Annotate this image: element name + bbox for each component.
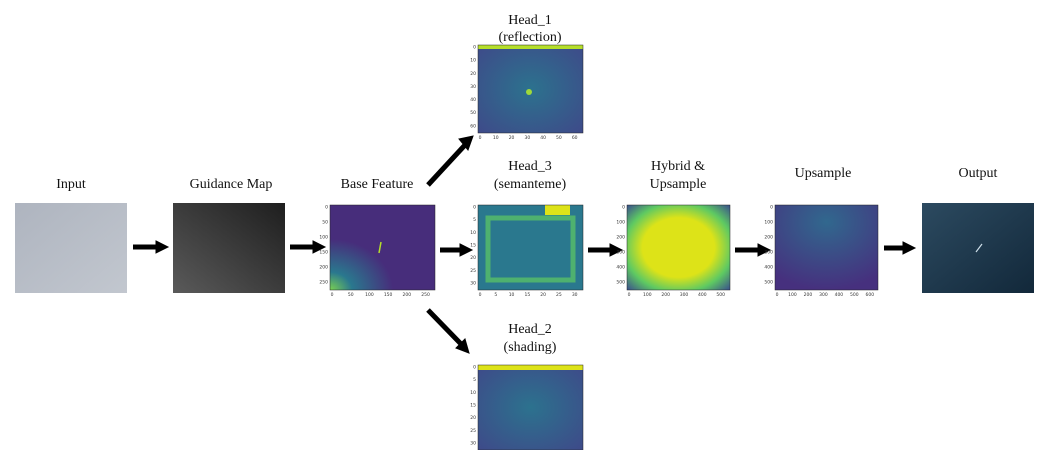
base-label: Base Feature [341,177,414,192]
head2-edge [478,365,583,370]
x-tick-label: 150 [384,292,393,298]
y-tick-label: 50 [470,110,476,116]
y-tick-label: 20 [470,71,476,77]
y-tick-label: 300 [616,250,625,256]
x-tick-label: 0 [628,292,631,298]
y-tick-label: 5 [473,377,476,383]
x-tick-label: 25 [556,292,562,298]
y-tick-label: 100 [764,220,773,226]
y-tick-label: 20 [470,255,476,261]
x-tick-label: 500 [716,292,725,298]
input-image [15,203,127,293]
y-tick-label: 400 [616,265,625,271]
x-tick-label: 600 [866,292,875,298]
y-tick-label: 15 [470,242,476,248]
x-tick-label: 50 [556,135,562,141]
y-tick-label: 60 [470,123,476,129]
head3-subtitle: (semanteme) [494,177,567,192]
head2-plot [478,365,583,450]
head3-hot [545,205,570,215]
x-tick-label: 50 [348,292,354,298]
y-tick-label: 15 [470,402,476,408]
output-image [922,203,1034,293]
head1-plot [478,45,583,133]
y-tick-label: 0 [770,205,773,211]
y-tick-label: 30 [470,280,476,286]
x-tick-label: 200 [804,292,813,298]
y-tick-label: 0 [473,205,476,211]
x-tick-label: 0 [479,135,482,141]
y-tick-label: 0 [325,205,328,211]
head1-spot [526,89,532,95]
x-tick-label: 300 [819,292,828,298]
x-tick-label: 0 [331,292,334,298]
y-tick-label: 300 [764,250,773,256]
y-tick-label: 150 [319,250,328,256]
y-tick-label: 30 [470,440,476,446]
x-tick-label: 100 [365,292,374,298]
y-tick-label: 25 [470,428,476,434]
x-tick-label: 30 [572,292,578,298]
x-tick-label: 250 [421,292,430,298]
base-plot [330,205,435,290]
x-tick-label: 10 [509,292,515,298]
upsample-plot [775,205,878,290]
x-tick-label: 0 [479,292,482,298]
hybrid-plot [627,205,730,290]
y-tick-label: 10 [470,58,476,64]
head2-title: Head_2 [508,322,552,337]
y-tick-label: 0 [622,205,625,211]
x-tick-label: 10 [493,135,499,141]
diagram: Input Guidance Map Base Feature Head_1 (… [0,0,1038,450]
x-tick-label: 20 [540,292,546,298]
guidance-image [173,203,285,293]
x-tick-label: 20 [509,135,515,141]
x-tick-label: 0 [776,292,779,298]
x-tick-label: 500 [850,292,859,298]
x-tick-label: 40 [540,135,546,141]
y-tick-label: 10 [470,390,476,396]
head1-title: Head_1 [508,13,552,28]
y-tick-label: 0 [473,365,476,371]
y-tick-label: 200 [764,235,773,241]
input-label: Input [56,177,86,192]
head1-edge [478,45,583,49]
x-tick-label: 60 [572,135,578,141]
y-tick-label: 500 [616,280,625,286]
y-tick-label: 250 [319,280,328,286]
x-tick-label: 200 [661,292,670,298]
y-tick-label: 25 [470,268,476,274]
y-tick-label: 50 [322,220,328,226]
guidance-label: Guidance Map [190,177,273,192]
upsample-label: Upsample [795,166,852,181]
y-tick-label: 40 [470,97,476,103]
y-tick-label: 500 [764,280,773,286]
y-tick-label: 20 [470,415,476,421]
x-tick-label: 15 [524,292,530,298]
x-tick-label: 400 [835,292,844,298]
y-tick-label: 100 [616,220,625,226]
head1-subtitle: (reflection) [499,30,562,45]
x-tick-label: 300 [680,292,689,298]
y-tick-label: 100 [319,235,328,241]
x-tick-label: 200 [403,292,412,298]
y-tick-label: 200 [319,265,328,271]
x-tick-label: 30 [524,135,530,141]
head2-subtitle: (shading) [504,340,557,355]
output-label: Output [959,166,998,181]
y-tick-label: 400 [764,265,773,271]
y-tick-label: 200 [616,235,625,241]
head3-title: Head_3 [508,159,552,174]
x-tick-label: 100 [788,292,797,298]
hybrid-subtitle: Upsample [650,177,707,192]
y-tick-label: 30 [470,84,476,90]
hybrid-title: Hybrid & [651,159,705,174]
x-tick-label: 400 [698,292,707,298]
x-tick-label: 5 [494,292,497,298]
y-tick-label: 10 [470,230,476,236]
y-tick-label: 0 [473,45,476,51]
y-tick-label: 5 [473,217,476,223]
x-tick-label: 100 [643,292,652,298]
